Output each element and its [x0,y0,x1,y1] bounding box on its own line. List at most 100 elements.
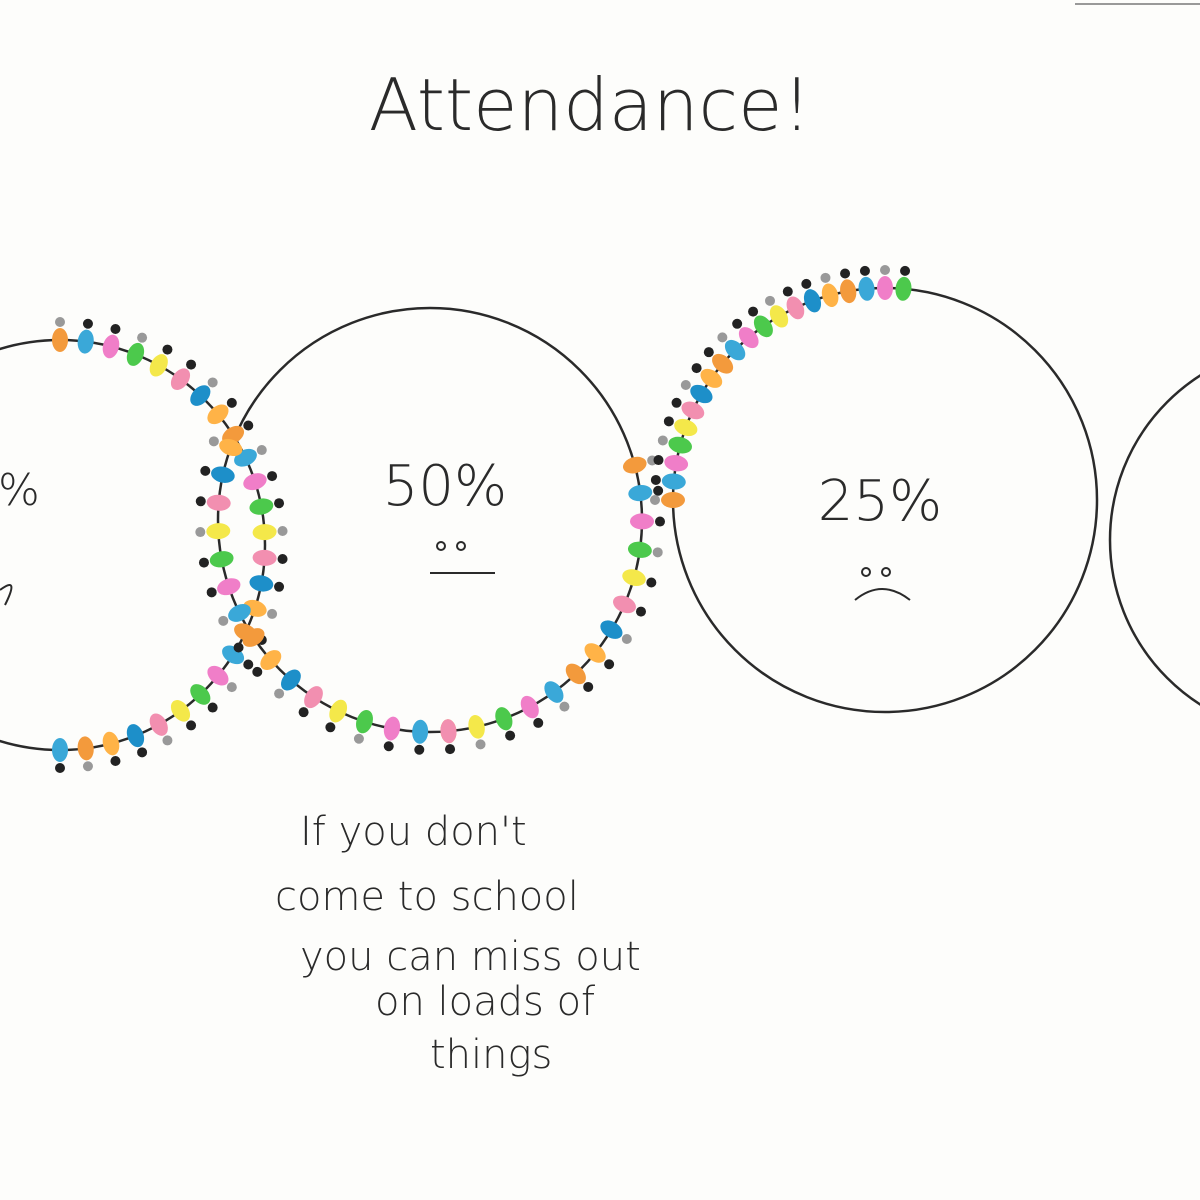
person [206,494,231,511]
person-head [533,717,544,728]
person [622,569,646,586]
person [228,604,251,622]
person [211,466,235,483]
person-head [195,527,206,538]
person-head [717,332,728,343]
person-head [703,347,714,358]
person [738,327,759,349]
person-head [274,498,285,509]
person-head [206,587,217,598]
person-head [635,606,646,617]
person [584,643,606,663]
person-head [137,332,148,343]
person-head [162,735,173,746]
person-head [274,581,285,592]
person-head [732,318,743,329]
note-line: on loads of [375,979,595,1025]
note-line: things [430,1032,552,1078]
person-head [782,286,793,297]
title: Attendance! [369,63,812,147]
circle [1108,374,1200,706]
person-head [621,633,632,644]
person [668,436,692,454]
person-head [277,525,288,536]
person-head [226,682,237,693]
note-line: If you don't [300,809,527,855]
neutral-face [430,541,495,574]
person-head [277,554,288,565]
person-head [233,642,244,653]
person [858,276,875,301]
person [252,549,277,566]
person [209,551,234,568]
person [252,524,277,541]
person [786,296,805,320]
person [260,650,282,670]
person [840,279,857,304]
person-head [162,344,173,355]
person [495,707,513,731]
note-line: come to school [275,874,579,920]
person [383,716,401,741]
person-head [267,608,278,619]
person-head [663,416,674,427]
person [468,714,485,739]
person-head [110,755,121,766]
person [674,418,698,437]
person-head [353,733,364,744]
person-head [208,436,219,447]
person [821,283,839,307]
person-head [801,278,812,289]
person-head [680,380,691,390]
person [304,686,323,709]
sad-face [854,567,911,601]
person [681,401,705,420]
person-head [475,739,486,750]
person [520,695,539,719]
person-head [653,485,664,496]
person-head [657,435,668,446]
person [627,541,652,558]
person [623,456,647,474]
person-head [765,295,775,306]
person-head [604,659,615,670]
person-head [653,455,664,466]
person-head [243,659,254,670]
person [661,473,686,490]
person [613,595,636,614]
person-head [218,615,229,626]
person-head [671,397,682,408]
person [664,455,689,472]
person [769,305,789,328]
person-head [200,465,211,476]
person-head [880,265,890,275]
person [356,709,373,734]
note-line: you can miss out [300,934,641,980]
person-head [652,547,663,558]
person [712,353,734,374]
people-ring [52,265,912,773]
person [249,498,274,515]
person-head [298,707,309,718]
person [803,289,822,313]
person [77,329,94,354]
person-head [198,557,209,568]
person [600,620,623,639]
person-head [274,688,285,699]
person-head [186,359,197,370]
person [412,719,429,744]
person [628,484,653,502]
person [690,384,713,404]
person [207,404,229,425]
person-head [137,747,148,758]
person [877,276,893,300]
circle-label: % [0,465,40,516]
person [77,736,94,761]
circle [0,338,267,752]
circle-label: 25% [818,469,942,534]
person-head [840,268,851,279]
person-head [82,318,93,329]
person [149,713,168,736]
person-head [414,744,425,755]
